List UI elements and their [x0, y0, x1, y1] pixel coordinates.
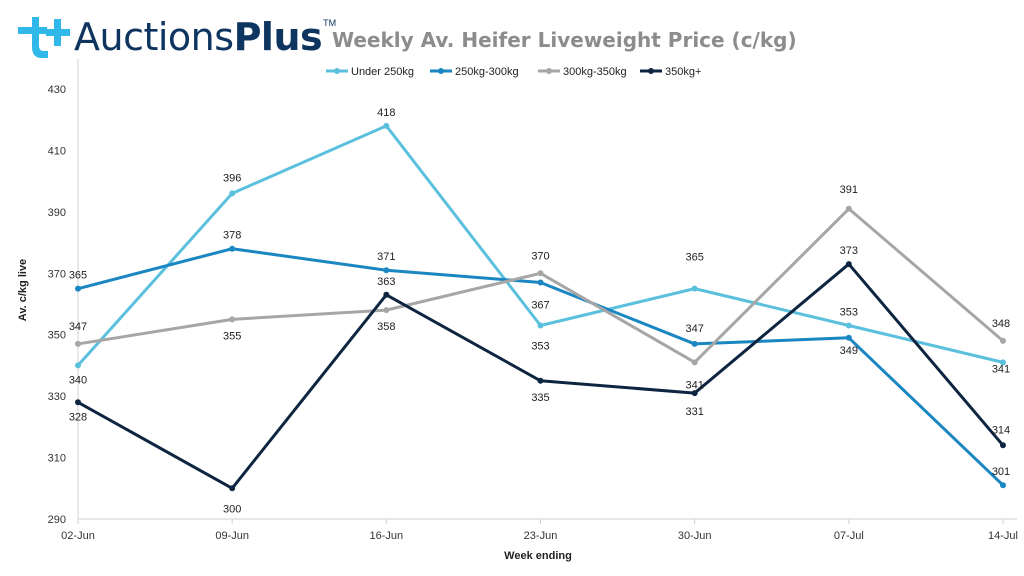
series-point	[845, 334, 852, 341]
x-axis-title: Week ending	[504, 550, 572, 562]
y-tick-label: 370	[48, 268, 66, 280]
series-point	[229, 316, 236, 323]
y-axis-title: Av. c/kg live	[17, 259, 29, 321]
series-point	[537, 322, 544, 329]
series-point	[845, 261, 852, 268]
data-label: 331	[685, 406, 703, 418]
y-tick-label: 430	[48, 84, 66, 96]
data-label: 340	[69, 374, 87, 386]
series-point	[691, 390, 698, 397]
data-label: 370	[531, 250, 549, 262]
data-label: 301	[992, 466, 1010, 478]
series-point	[229, 190, 236, 197]
series-point	[229, 245, 236, 252]
x-axis: 02-Jun 09-Jun 16-Jun 23-Jun 30-Jun 07-Jul 14-J…	[61, 518, 1018, 542]
series-line-2	[77, 207, 1004, 364]
legend-marker	[334, 68, 340, 74]
y-tick-label: 310	[48, 453, 66, 465]
series-point	[75, 399, 81, 406]
series-point	[75, 285, 81, 292]
data-label: 391	[840, 184, 858, 196]
data-label: 365	[685, 252, 703, 264]
data-label: 363	[377, 276, 395, 288]
data-label: 328	[69, 411, 87, 423]
data-label: 367	[531, 300, 549, 312]
data-label: 347	[685, 323, 703, 335]
x-tick-label: 23-Jun	[524, 530, 558, 542]
series-point	[537, 377, 544, 384]
data-labels: 340 396 418 353 365 353 341 365 378 371 367 347 349 3…	[69, 107, 1010, 515]
data-label: 371	[377, 251, 395, 263]
data-label: 353	[840, 307, 858, 319]
auctionsplus-logo: AuctionsPlus TM	[10, 12, 336, 62]
data-label: 341	[685, 379, 703, 391]
data-label: 335	[531, 392, 549, 404]
y-tick-label: 330	[48, 391, 66, 403]
series-point	[691, 340, 698, 347]
data-label: 314	[992, 424, 1010, 436]
legend-entry: 350kg+	[665, 66, 701, 78]
series-point	[75, 340, 81, 347]
brand-name: AuctionsPlus	[74, 15, 323, 59]
y-tick-label: 350	[48, 330, 66, 342]
x-tick-label: 14-Jul	[988, 530, 1018, 542]
x-tick-label: 07-Jul	[834, 530, 864, 542]
auctionsplus-logo-mark-icon	[18, 17, 70, 58]
x-tick-label: 09-Jun	[215, 530, 249, 542]
data-label: 358	[377, 321, 395, 333]
x-tick-label: 30-Jun	[678, 530, 712, 542]
series-point	[691, 285, 698, 292]
legend-marker	[648, 68, 654, 74]
data-label: 341	[992, 363, 1010, 375]
data-label: 300	[223, 503, 241, 515]
brand-name-bold: Plus	[233, 15, 323, 59]
y-tick-label: 410	[48, 145, 66, 157]
series-point	[383, 122, 390, 129]
data-label: 418	[377, 107, 395, 119]
data-label: 396	[223, 172, 241, 184]
series-point	[75, 362, 81, 369]
series-point	[383, 267, 390, 274]
data-label: 355	[223, 330, 241, 342]
plot-area	[75, 122, 1006, 492]
legend-marker	[546, 68, 552, 74]
series-point	[691, 359, 698, 366]
series-point	[537, 279, 544, 286]
chart-legend: Under 250kg 250kg-300kg 300kg-350kg 350kg+	[326, 66, 701, 78]
data-label: 347	[69, 321, 87, 333]
series-point	[1000, 359, 1006, 366]
brand-name-regular: Auctions	[74, 15, 234, 59]
data-label: 373	[840, 245, 858, 257]
series-point	[383, 291, 390, 298]
y-tick-label: 290	[48, 514, 66, 526]
legend-entry: 250kg-300kg	[455, 66, 519, 78]
series-point	[845, 322, 852, 329]
series-line-0	[76, 124, 1004, 367]
legend-marker	[438, 68, 444, 74]
x-tick-label: 02-Jun	[61, 530, 95, 542]
series-point	[845, 205, 852, 212]
series-point	[1000, 482, 1006, 489]
series-point	[383, 307, 390, 314]
data-label: 349	[840, 345, 858, 357]
legend-entry: Under 250kg	[351, 66, 414, 78]
series-point	[1000, 442, 1006, 449]
legend-entry: 300kg-350kg	[563, 66, 627, 78]
data-label: 348	[992, 318, 1010, 330]
y-axis: 290 310 330 350 370 390 410 430	[48, 59, 79, 526]
chart-title: Weekly Av. Heifer Liveweight Price (c/kg…	[332, 28, 797, 52]
y-tick-label: 390	[48, 207, 66, 219]
series-point	[537, 270, 544, 277]
x-tick-label: 16-Jun	[370, 530, 404, 542]
series-point	[229, 485, 236, 492]
series-line-3	[77, 262, 1005, 490]
data-label: 353	[531, 341, 549, 353]
data-label: 378	[223, 230, 241, 242]
data-label: 365	[69, 270, 87, 282]
trademark-symbol: TM	[323, 18, 337, 28]
series-point	[1000, 337, 1006, 344]
